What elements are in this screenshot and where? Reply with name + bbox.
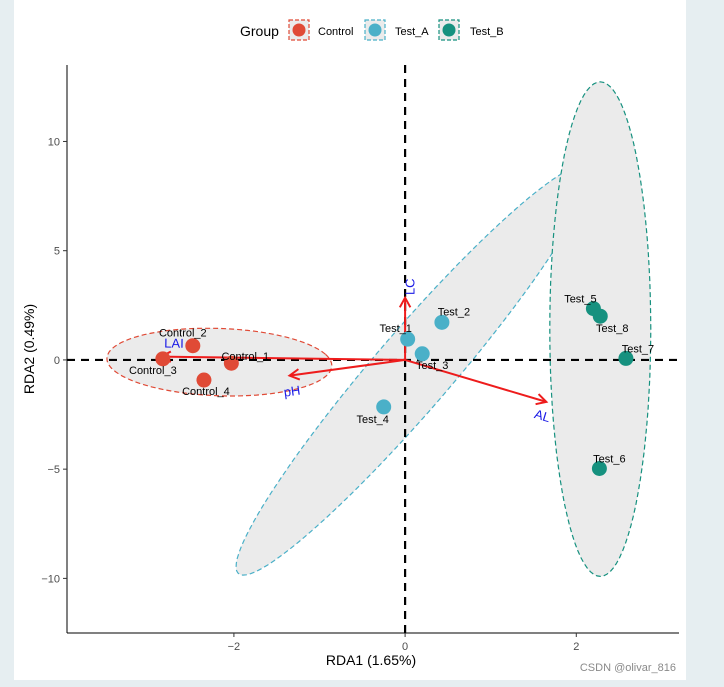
ellipse-control [106,327,333,397]
point-label-test-6: Test_6 [593,453,625,465]
point-label-control-4: Control_4 [182,386,230,398]
x-tick-label: 0 [402,641,408,653]
point-test-6 [591,460,607,476]
legend-title: Group [240,23,279,39]
legend-label-control: Control [318,26,353,38]
y-tick-label: 0 [54,355,60,367]
legend-dot-test-b [442,23,456,37]
sample-points [155,301,634,476]
point-label-test-7: Test_7 [622,343,654,355]
arrowhead-ph [287,368,301,381]
plot-frame: −2 0 2 −10 −5 0 5 10 RDA1 (1.65%) RDA2 (0.49%) LA… [14,0,686,680]
y-tick-label: 5 [54,246,60,258]
point-label-test-3: Test_3 [416,360,448,372]
point-label-test-1: Test_1 [379,323,411,335]
legend-label-test-b: Test_B [470,26,504,38]
point-label-test-5: Test_5 [564,294,596,306]
y-tick-label: −10 [41,573,60,585]
point-control-2 [185,338,201,354]
point-label-test-8: Test_8 [596,323,628,335]
x-tick-label: −2 [228,641,241,653]
legend-label-test-a: Test_A [395,26,429,38]
legend-dot-control [292,23,306,37]
point-control-3 [155,351,171,367]
arrow-label-ph: pH [283,383,302,400]
point-test-4 [376,399,392,415]
point-test-2 [434,314,450,330]
legend-dot-test-a [368,23,382,37]
sample-labels: Control_1 Control_2 Control_3 Control_4 Test… [129,294,654,466]
point-label-control-2: Control_2 [159,328,207,340]
ellipse-test-b [549,81,652,578]
watermark: CSDN @olivar_816 [579,662,676,674]
point-control-4 [196,372,212,388]
confidence-ellipses [106,81,652,578]
point-label-test-4: Test_4 [356,414,388,426]
x-axis-title: RDA1 (1.65%) [326,652,416,668]
arrowhead-al [535,393,549,406]
x-tick-label: 2 [573,641,579,653]
point-test-8 [592,308,608,324]
rda-biplot: −2 0 2 −10 −5 0 5 10 RDA1 (1.65%) RDA2 (0.49%) LA… [21,19,679,668]
legend: Group Control Test_A Test_B [240,19,504,41]
arrow-al [404,358,547,403]
point-test-7 [618,350,634,366]
y-axis-title: RDA2 (0.49%) [21,304,37,394]
ellipse-test-a [235,164,592,576]
y-tick-label: −5 [47,464,60,476]
arrow-lai [161,355,406,361]
arrow-label-al: AL [533,406,553,425]
arrow-ph [289,358,406,377]
point-label-test-2: Test_2 [438,306,470,318]
point-test-1 [400,331,416,347]
point-test-3 [414,346,430,362]
arrowhead-lc [398,295,412,308]
point-label-control-1: Control_1 [221,351,269,363]
arrow-label-lc: LC [403,278,418,295]
arrow-label-lai: LAI [164,335,184,350]
y-tick-label: 10 [48,136,60,148]
point-control-1 [223,355,239,371]
point-label-control-3: Control_3 [129,365,177,377]
axes: −2 0 2 −10 −5 0 5 10 RDA1 (1.65%) RDA2 (0.49%) [21,65,679,668]
